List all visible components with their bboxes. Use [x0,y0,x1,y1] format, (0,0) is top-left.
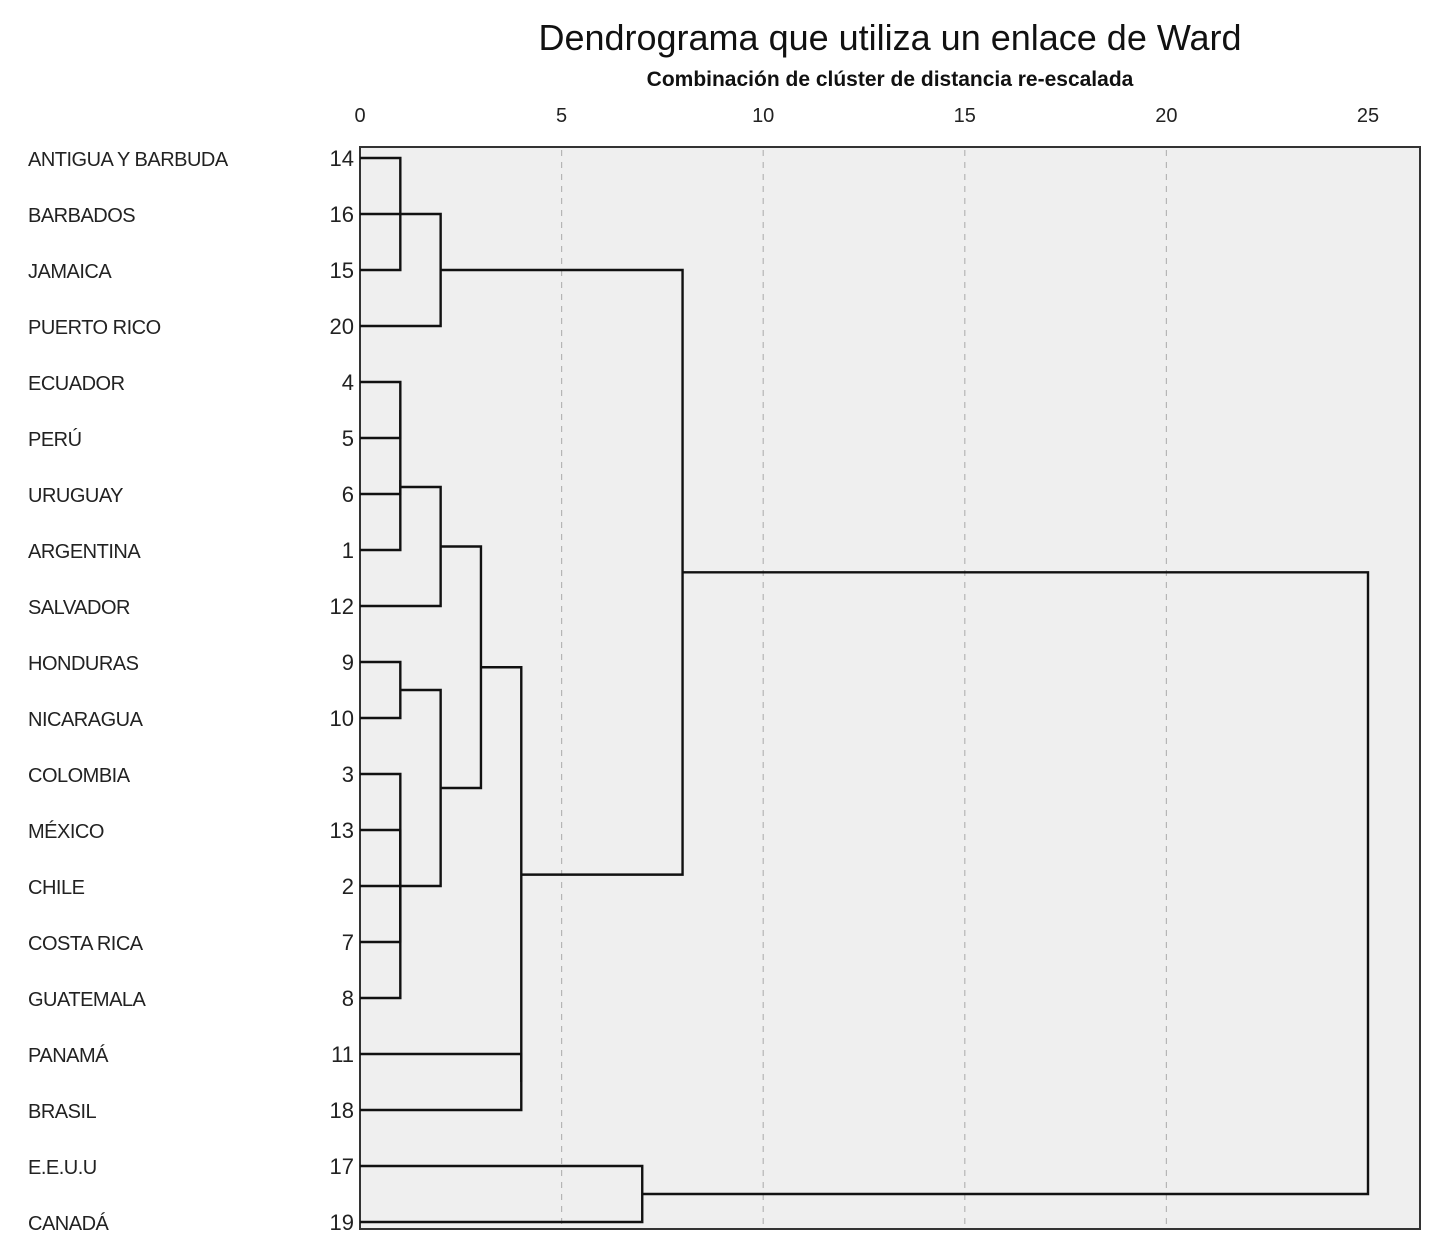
leaf-case-number: 17 [330,1154,354,1179]
dendrogram-link [480,666,523,1082]
leaf-case-number: 6 [342,482,354,507]
leaf-name-label: ANTIGUA Y BARBUDA [28,149,229,171]
dendrogram-links [360,156,1370,1224]
leaf-name-label: SALVADOR [28,597,130,619]
leaf-case-number: 18 [330,1098,354,1123]
leaf-case-number: 1 [342,538,354,563]
x-axis-ticks: 0 5 10 15 20 25 [354,105,1379,127]
x-axis-label: Combinación de clúster de distancia re-e… [647,68,1134,91]
x-tick-label: 5 [556,105,567,127]
leaf-name-label: MÉXICO [28,820,104,843]
leaf-case-number: 19 [330,1210,354,1235]
leaf-name-label: COSTA RICA [28,933,144,955]
leaf-case-number: 20 [330,314,354,339]
leaf-name-label: NICARAGUA [28,709,144,731]
leaf-name-label: E.E.U.U [28,1157,97,1179]
plot-area [359,146,1421,1230]
leaf-case-number: 4 [342,370,354,395]
leaf-name-label: ECUADOR [28,373,125,395]
chart-title: Dendrograma que utiliza un enlace de War… [538,17,1241,58]
leaf-name-label: JAMAICA [28,261,112,283]
leaf-case-number: 8 [342,986,354,1011]
leaf-name-label: HONDURAS [28,653,139,675]
leaf-name-label: COLOMBIA [28,765,131,787]
dendrogram-link [360,410,402,552]
leaf-case-number: 11 [331,1042,354,1067]
leaf-name-label: ARGENTINA [28,541,141,563]
leaf-name-label: CANADÁ [28,1212,110,1235]
leaf-case-number: 3 [342,762,354,787]
leaf-case-number: 2 [342,874,354,899]
dendrogram-link [360,828,402,942]
leaf-name-label: PUERTO RICO [28,317,161,339]
leaf-name-label: BRASIL [28,1101,97,1123]
leaf-case-number: 13 [330,818,354,843]
x-tick-label: 15 [954,105,976,127]
leaf-case-number: 5 [342,426,354,451]
leaf-case-number: 10 [330,706,354,731]
x-tick-label: 10 [752,105,774,127]
leaf-case-number: 9 [342,650,354,675]
leaf-case-number: 15 [330,258,354,283]
leaf-name-label: GUATEMALA [28,989,147,1011]
leaf-name-label: PERÚ [28,428,82,451]
leaf-name-label: BARBADOS [28,205,135,227]
leaf-case-number: 7 [342,930,354,955]
x-tick-label: 20 [1155,105,1177,127]
x-tick-label: 25 [1357,105,1379,127]
leaf-name-label: CHILE [28,877,85,899]
leaf-name-label: PANAMÁ [28,1044,109,1067]
leaf-case-number: 16 [330,202,354,227]
leaf-case-number: 12 [330,594,354,619]
dendrogram-link [642,571,1370,1196]
dendrogram-link [360,480,402,496]
leaf-case-number: 14 [330,146,354,171]
x-tick-label: 0 [354,105,365,127]
leaf-name-label: URUGUAY [28,485,123,507]
